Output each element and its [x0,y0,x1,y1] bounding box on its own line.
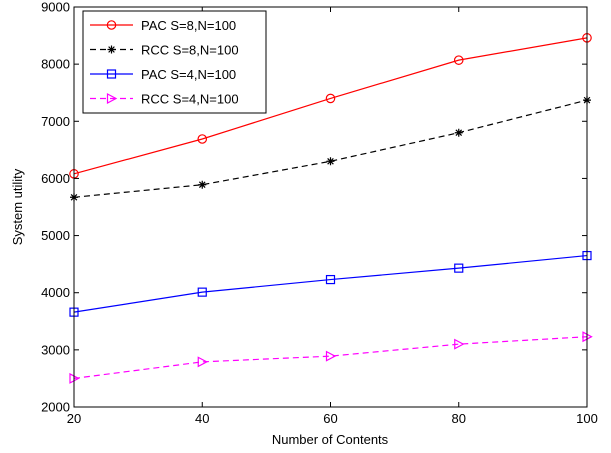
legend-item-3: PAC S=4,N=100 [90,67,236,82]
legend-label-3: PAC S=4,N=100 [141,67,236,82]
data-point-2-4 [454,128,463,137]
y-tick-label-8: 9000 [41,0,70,15]
legend-label-2: RCC S=8,N=100 [141,43,239,58]
axes-layer: 20 40 60 80 100 2000 3000 4000 5000 6000 7000 8000 9… [41,0,598,426]
data-point-2-3 [326,157,335,166]
legend-box [82,10,267,114]
data-point-4-4 [454,338,465,350]
series-line-1 [73,37,588,175]
data-point-4-2 [197,356,209,368]
data-point-1-4 [453,55,464,65]
data-point-1-2 [197,134,208,144]
legend-label-4: RCC S=4,N=100 [141,92,239,107]
x-tick-label-4: 80 [452,411,466,426]
x-tick-label-5: 100 [576,411,598,426]
legend-swatch-marker-1 [106,20,117,30]
y-tick-label-3: 4000 [41,285,70,300]
y-tick-label-7: 8000 [41,57,70,72]
x-tick-label-1: 20 [67,411,81,426]
data-point-2-2 [198,180,207,189]
data-point-3-2 [197,287,207,297]
y-tick-label-2: 3000 [41,342,70,357]
y-axis-label: System utility [10,168,25,245]
legend-swatch-marker-4 [106,93,118,104]
data-point-1-3 [325,93,336,104]
series-line-2 [73,99,588,198]
data-point-3-3 [325,274,336,285]
data-point-4-3 [325,350,337,362]
legend-label-1: PAC S=8,N=100 [141,18,236,33]
series-line-3 [73,254,588,313]
y-tick-label-1: 2000 [41,400,70,415]
x-axis-label: Number of Contents [272,432,389,447]
y-tick-label-5: 6000 [41,171,70,186]
y-tick-label-4: 5000 [41,228,70,243]
legend: PAC S=8,N=100 RCC S=8,N=100 PAC S=4,N=100 R… [82,10,267,114]
data-point-3-4 [454,263,464,273]
x-tick-label-3: 60 [323,411,337,426]
legend-item-2: RCC S=8,N=100 [90,43,239,58]
x-tick-label-2: 40 [195,411,209,426]
legend-item-1: PAC S=8,N=100 [90,18,236,33]
legend-swatch-marker-2 [107,45,116,54]
legend-swatch-marker-3 [106,69,117,79]
y-tick-label-6: 7000 [41,114,70,129]
legend-item-4: RCC S=4,N=100 [90,92,239,107]
